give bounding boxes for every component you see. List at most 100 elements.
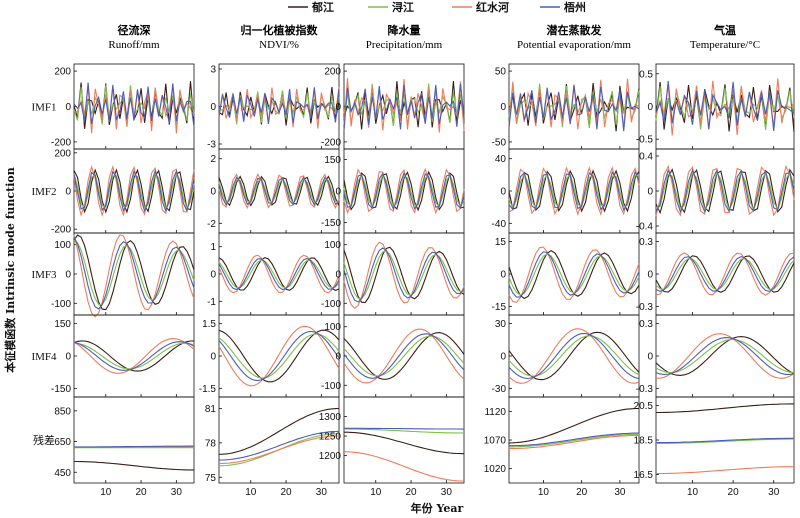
y-tick-label: 0 [210,270,216,281]
panel: -40 0 40 [492,148,640,234]
column-subtitle: Precipitation/mm [366,39,443,51]
column-subtitle: Runoff/mm [108,39,160,51]
series-line [73,340,195,372]
series-line [508,407,639,444]
x-tick-label: 20 [280,487,292,498]
x-tick-label: 20 [405,487,417,498]
y-tick-label: -1.5 [199,384,217,395]
series-line [655,336,795,376]
y-tick-label: 0 [65,187,71,198]
y-tick-label: -0.3 [636,302,654,313]
panel: -1.5 0 1.5 [199,314,340,398]
y-tick-label: 1300 [319,412,342,423]
panel: 450 650 850 10 20 30 [54,396,195,498]
panel-frame [73,314,195,398]
x-tick-label: 20 [728,487,740,498]
y-tick-label: 200 [54,148,71,159]
legend-label: 梧州 [564,0,586,14]
column-subtitle: Potential evaporation/mm [517,39,631,51]
y-tick-label: 78 [205,438,217,449]
y-tick-label: 0 [647,102,653,113]
series-line [218,435,339,465]
y-tick-label: -100 [321,299,341,310]
series-line [73,169,195,213]
series-line [218,407,340,455]
series-line [73,234,195,311]
panel: 1200 1250 1300 10 20 30 [319,396,465,498]
series-line [343,332,465,380]
y-tick-label: 0 [647,352,653,363]
series-line [218,330,340,382]
column-title: 潜在蒸散发 [547,23,603,37]
panel: -0.3 0 0.3 [636,232,795,316]
y-tick-label: -150 [51,384,71,395]
series-line [508,328,640,384]
series-line [218,333,340,379]
x-tick-label: 30 [768,487,780,498]
y-tick-label: 1250 [319,432,342,443]
y-tick-label: -100 [321,381,341,392]
y-tick-label: 0 [335,352,341,363]
series-line [343,83,465,128]
y-tick-label: 3 [210,65,216,76]
legend-item: 浔江 [368,0,414,14]
series-line [655,255,795,293]
y-tick-label: 30 [495,319,507,330]
series-line [218,176,340,206]
panel-frame [73,63,195,150]
column-headers: 径流深 Runoff/mm 归一化植被指数 NDVI/% 降水量 Precipitatio… [108,23,760,51]
legend: 郁江 浔江 红水河 梧州 [288,0,586,14]
y-tick-label: 16.5 [634,470,654,481]
y-tick-label: -0.5 [636,135,654,146]
series-line [508,83,640,129]
y-tick-label: 200 [324,67,341,78]
series-line [509,434,639,450]
x-tick-label: 10 [687,487,699,498]
x-axis-label: 年份 Year [411,501,464,515]
y-tick-label: 0 [500,352,506,363]
series-line [509,433,639,448]
panel: -150 0 150 [321,148,465,234]
series-line [655,86,795,130]
panel: -2 0 2 [207,148,340,234]
y-tick-label: -0.4 [636,222,654,233]
series-line [508,251,640,298]
y-tick-label: 0 [210,102,216,113]
y-tick-label: -200 [51,137,71,148]
y-tick-label: 0 [647,187,653,198]
y-tick-label: 650 [54,437,71,448]
column-title: 归一化植被指数 [241,23,319,37]
series-line [343,247,465,303]
y-tick-label: 1.5 [202,319,216,330]
column-subtitle: Temperature/°C [690,39,760,51]
series-line [218,175,340,207]
panel: -3 0 3 [207,63,340,151]
series-line [73,82,195,127]
y-tick-label: -1 [207,297,216,308]
y-tick-label: 100 [54,240,71,251]
y-tick-label: 0.3 [639,319,653,330]
legend-label: 郁江 [311,0,334,14]
series-line [508,170,640,212]
y-tick-label: 200 [54,67,71,78]
panel: -1 0 1 [207,232,340,316]
panel: -200 0 200 [321,63,465,150]
y-tick-label: 0 [500,102,506,113]
series-line [508,332,640,380]
row-label: 残差 [33,433,55,447]
panel: -200 0 200 [51,63,195,150]
x-tick-label: 30 [171,487,183,498]
panel-frame [508,314,640,398]
y-tick-label: -3 [207,140,216,151]
series-line [344,428,464,434]
y-tick-label: -40 [492,219,507,230]
panel: -100 0 100 [51,232,195,318]
row-label: IMF4 [31,351,57,363]
y-tick-label: 1 [210,242,216,253]
series-line [656,403,794,414]
panel: -15 0 15 [492,232,640,316]
series-line [218,430,340,461]
series-line [655,168,795,214]
y-tick-label: 150 [324,155,341,166]
